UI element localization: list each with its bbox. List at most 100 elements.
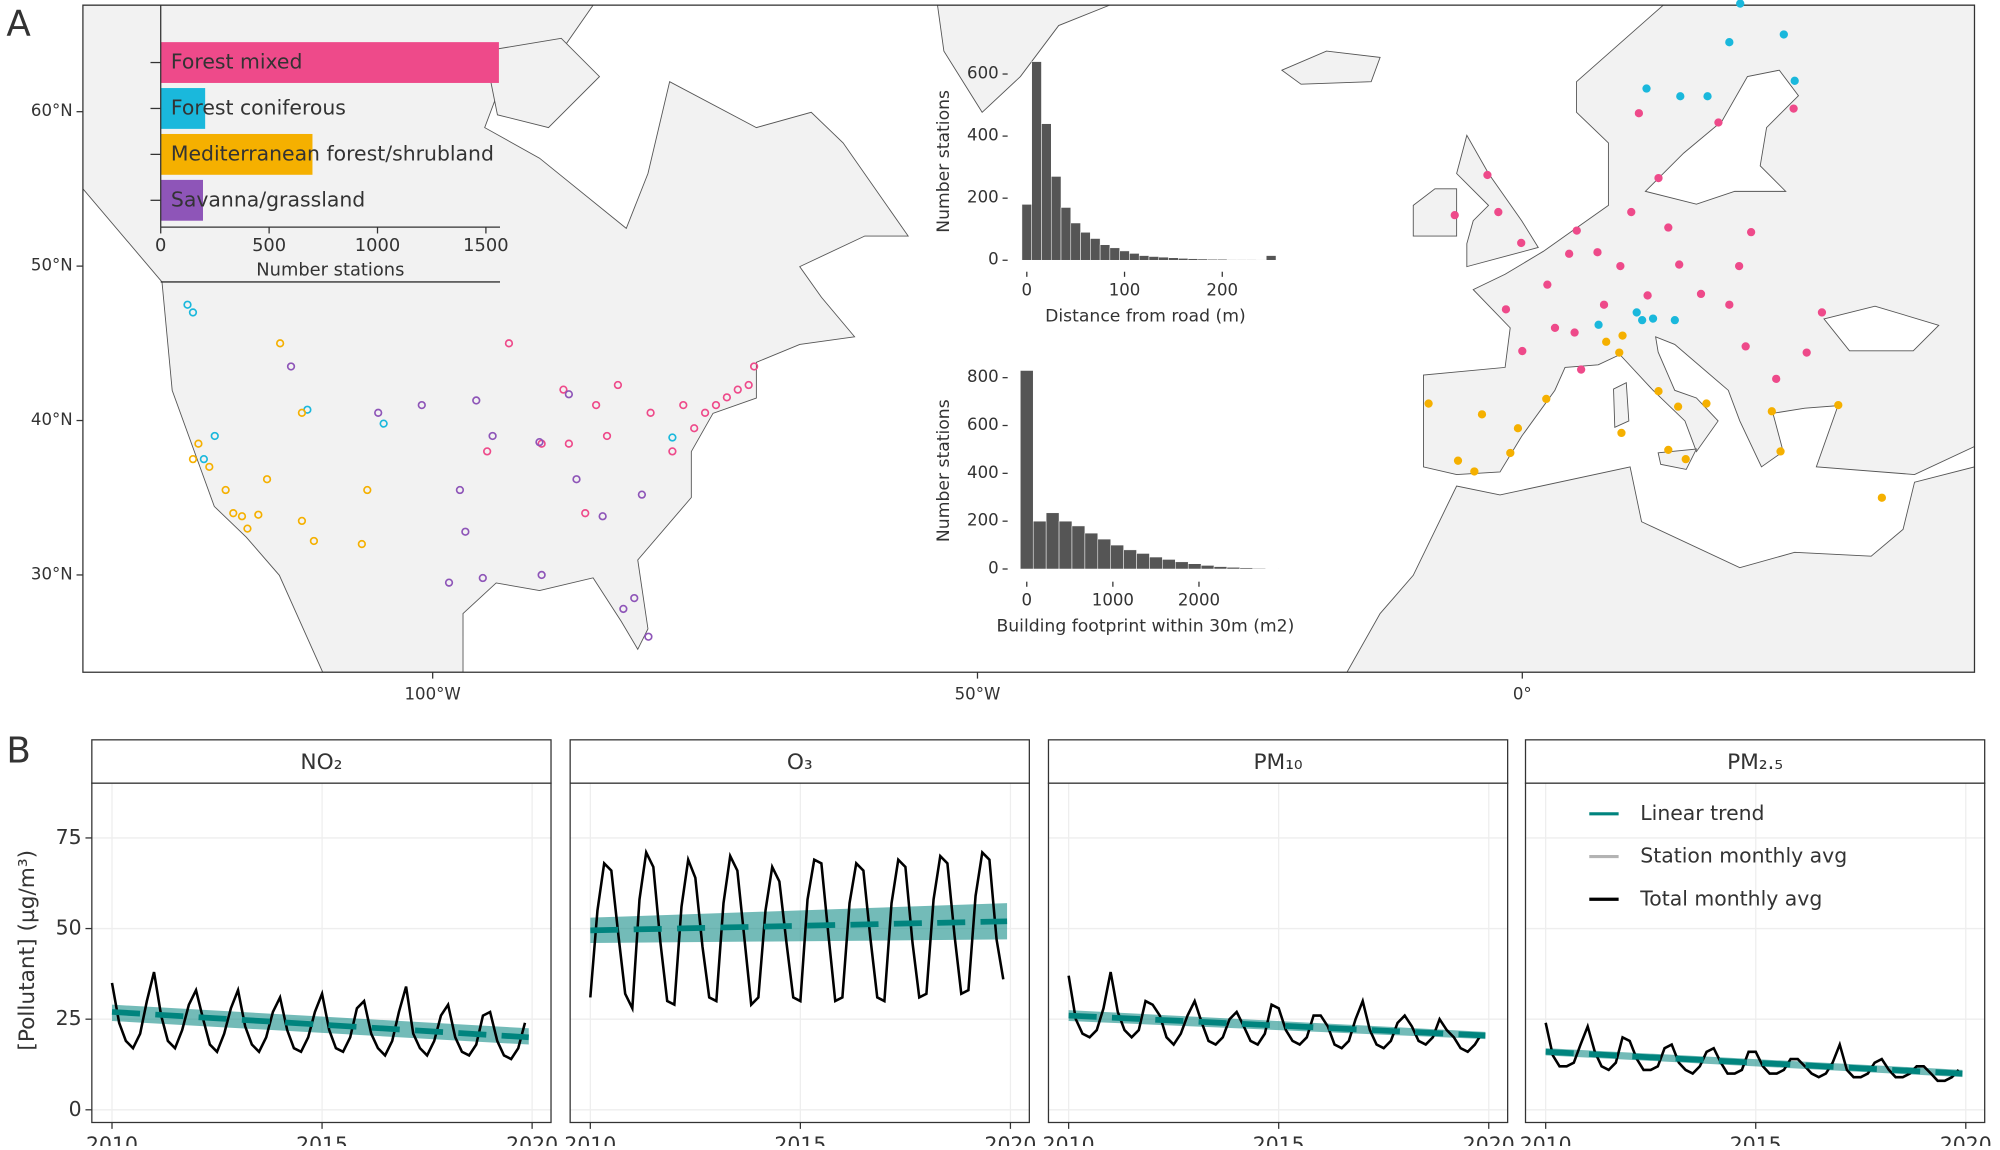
histogram-bar <box>1188 564 1201 569</box>
histogram-bar <box>1237 260 1247 261</box>
x-tick-label: 2020 <box>1463 1132 1515 1146</box>
facet-title: PM₂.₅ <box>1727 750 1783 775</box>
y-axis-title: Number stations <box>934 90 954 233</box>
legend-label: Linear trend <box>1640 801 1764 825</box>
bar-label: Savanna/grassland <box>171 187 365 211</box>
y-tick-label: 0 <box>988 250 999 269</box>
station-point <box>1571 329 1578 336</box>
x-tick-label: 100°W <box>405 685 461 704</box>
station-point <box>1655 388 1662 395</box>
histogram-bar <box>1253 568 1266 569</box>
x-tick-label: 2015 <box>1730 1132 1782 1146</box>
histogram-bar <box>1162 559 1175 569</box>
x-tick-label: 2010 <box>564 1132 616 1146</box>
station-point <box>1603 338 1610 345</box>
x-tick-label: 1500 <box>463 235 508 256</box>
station-point <box>1503 306 1510 313</box>
legend-label: Total monthly avg <box>1639 886 1822 910</box>
station-point <box>1748 229 1755 236</box>
x-tick-label: 2020 <box>984 1132 1036 1146</box>
x-axis-title: Number stations <box>256 259 404 280</box>
station-point <box>1518 240 1525 247</box>
station-point <box>1742 343 1749 350</box>
station-point <box>1665 224 1672 231</box>
histogram-bar <box>1071 223 1081 260</box>
station-point <box>1628 209 1635 216</box>
station-point <box>1619 332 1626 339</box>
y-tick-label: 40°N <box>31 410 73 429</box>
y-tick-label: 30°N <box>31 564 73 583</box>
histogram-bar <box>1046 513 1059 569</box>
panel-label: B <box>6 731 31 772</box>
station-point <box>1633 309 1640 316</box>
histogram-bar <box>1085 533 1098 569</box>
y-tick-label: 50 <box>56 916 82 940</box>
station-point <box>1677 93 1684 100</box>
histogram-bar <box>1169 258 1179 260</box>
y-tick-label: 25 <box>56 1006 82 1030</box>
station-point <box>1676 261 1683 268</box>
histogram-bar <box>1100 245 1110 261</box>
station-point <box>1726 301 1733 308</box>
histogram-bar <box>1227 260 1237 261</box>
station-point <box>1594 249 1601 256</box>
x-tick-label: 0 <box>1021 590 1032 609</box>
histogram-bar <box>1227 567 1240 569</box>
x-tick-label: 500 <box>252 235 286 256</box>
x-tick-label: 200 <box>1206 280 1238 299</box>
histogram-bar <box>1178 258 1188 260</box>
station-point <box>1791 77 1798 84</box>
station-point <box>1682 456 1689 463</box>
station-point <box>1495 209 1502 216</box>
panel-label: A <box>6 4 31 45</box>
legend-label: Station monthly avg <box>1640 844 1847 868</box>
x-tick-label: 2000 <box>1178 590 1220 609</box>
station-point <box>1665 447 1672 454</box>
station-point <box>1777 448 1784 455</box>
station-point <box>1773 376 1780 383</box>
histogram-bar <box>1072 526 1085 569</box>
y-tick-label: 200 <box>967 188 999 207</box>
histogram-bar <box>1090 239 1100 261</box>
histogram-bar <box>1041 124 1051 261</box>
station-point <box>1578 366 1585 373</box>
x-tick-label: 2015 <box>1253 1132 1305 1146</box>
histogram-bar <box>1129 253 1139 260</box>
station-point <box>1471 468 1478 475</box>
station-point <box>1616 349 1623 356</box>
histogram-bar <box>1201 565 1214 569</box>
station-point <box>1655 175 1662 182</box>
station-point <box>1790 105 1797 112</box>
x-tick-label: 2015 <box>774 1132 826 1146</box>
x-tick-label: 1000 <box>355 235 400 256</box>
x-tick-label: 0 <box>1022 280 1033 299</box>
y-tick-label: 600 <box>967 415 999 434</box>
station-point <box>1835 402 1842 409</box>
station-point <box>1780 31 1787 38</box>
histogram-bar <box>1032 62 1042 261</box>
histogram-bar <box>1247 260 1257 261</box>
x-tick-label: 50°W <box>955 685 1001 704</box>
station-point <box>1451 212 1458 219</box>
y-tick-label: 600 <box>967 64 999 83</box>
facet-title: NO₂ <box>300 750 342 775</box>
y-tick-label: 400 <box>967 126 999 145</box>
histogram-bar <box>1240 568 1253 569</box>
y-tick-label: 800 <box>967 367 999 386</box>
station-point <box>1643 85 1650 92</box>
station-point <box>1675 403 1682 410</box>
histogram-bar <box>1149 557 1162 569</box>
station-point <box>1803 349 1810 356</box>
y-tick-label: 0 <box>69 1097 82 1121</box>
x-tick-label: 100 <box>1109 280 1141 299</box>
station-point <box>1566 250 1573 257</box>
y-axis-title: [Pollutant] (µg/m³) <box>15 850 40 1051</box>
y-axis-title: Number stations <box>934 399 954 542</box>
station-point <box>1644 292 1651 299</box>
histogram-bar <box>1022 204 1032 260</box>
y-tick-label: 400 <box>967 463 999 482</box>
station-point <box>1618 430 1625 437</box>
station-point <box>1425 400 1432 407</box>
